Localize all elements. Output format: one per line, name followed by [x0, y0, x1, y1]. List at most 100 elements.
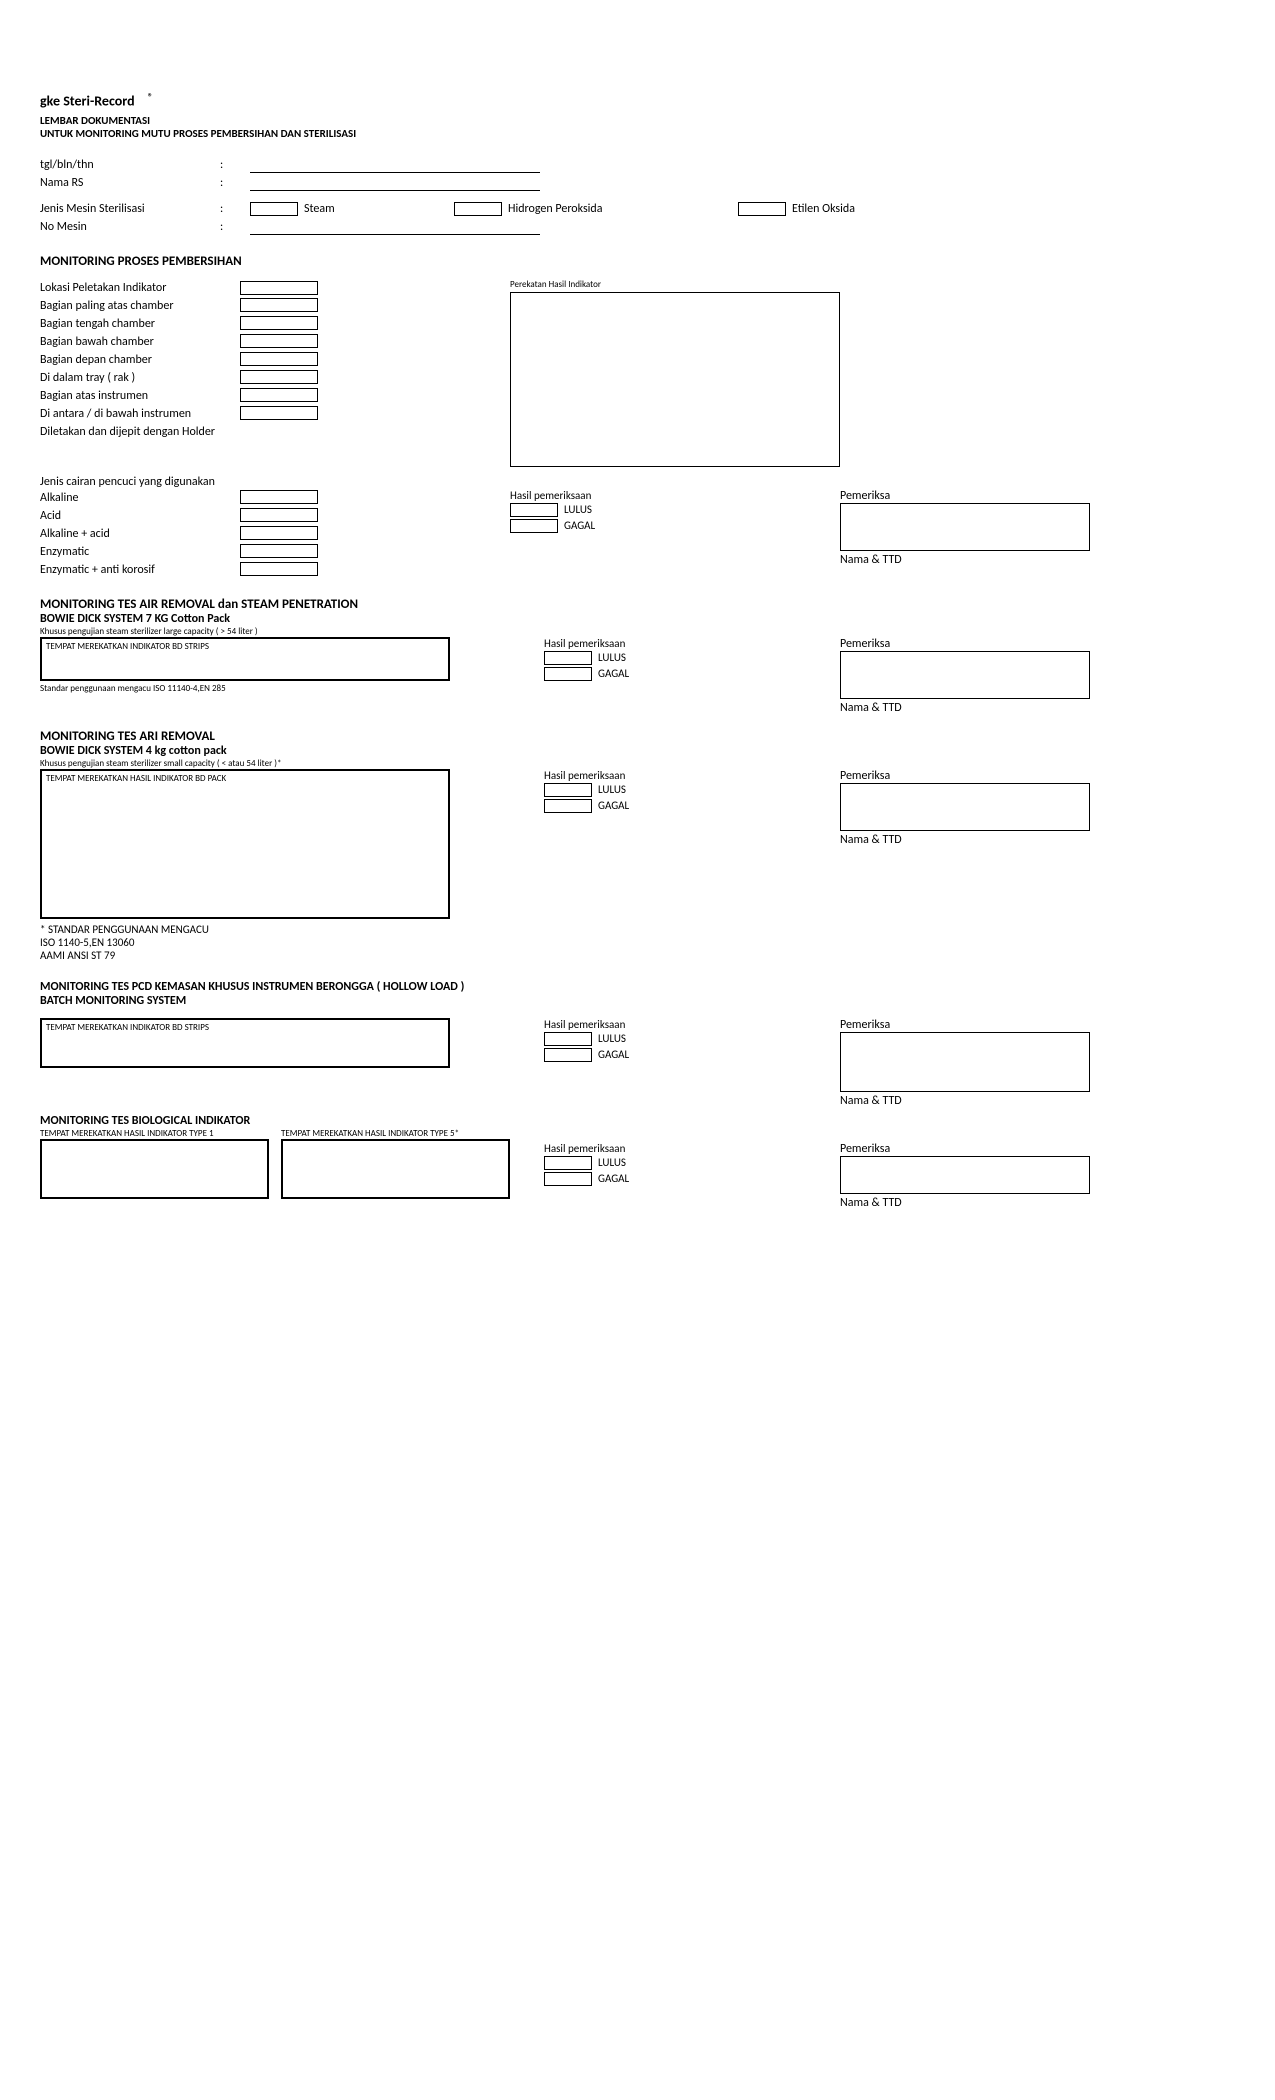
- bio-inspector: Pemeriksa: [840, 1142, 1170, 1156]
- loc-row-box[interactable]: [240, 388, 318, 402]
- bd4-fail-box[interactable]: [544, 799, 592, 813]
- brand-super: ®: [148, 90, 153, 103]
- bd4-sub: BOWIE DICK SYSTEM 4 kg cotton pack: [40, 744, 1235, 758]
- loc-row-label: Diletakan dan dijepit dengan Holder: [40, 425, 240, 439]
- loc-row-box[interactable]: [240, 406, 318, 420]
- bd4-columns: TEMPAT MEREKATKAN HASIL INDIKATOR BD PAC…: [40, 769, 1235, 962]
- fluid-row-box[interactable]: [240, 526, 318, 540]
- bd7-sub: BOWIE DICK SYSTEM 7 KG Cotton Pack: [40, 612, 1235, 626]
- bio-box2[interactable]: [281, 1139, 510, 1199]
- bd7-result-label: Hasil pemeriksaan: [544, 637, 840, 650]
- opt-eo: Etilen Oksida: [792, 202, 855, 216]
- bd7-fail: GAGAL: [598, 667, 629, 680]
- bio-title: MONITORING TES BIOLOGICAL INDIKATOR: [40, 1114, 1235, 1128]
- bio-box1-label: TEMPAT MEREKATKAN HASIL INDIKATOR TYPE 1: [40, 1128, 269, 1139]
- loc-row: Bagian bawah chamber: [40, 333, 510, 351]
- bd4-pass-row: LULUS: [544, 782, 840, 798]
- result-pass-box[interactable]: [510, 503, 558, 517]
- colon: :: [220, 202, 250, 216]
- bd4-paste-box[interactable]: TEMPAT MEREKATKAN HASIL INDIKATOR BD PAC…: [40, 769, 450, 919]
- loc-row-label: Bagian tengah chamber: [40, 317, 240, 331]
- fluid-row-box[interactable]: [240, 508, 318, 522]
- bd7-pass-row: LULUS: [544, 650, 840, 666]
- loc-row: Bagian tengah chamber: [40, 315, 510, 333]
- bd7-paste-box[interactable]: TEMPAT MEREKATKAN INDIKATOR BD STRIPS: [40, 637, 450, 681]
- fluid-row: Acid: [40, 507, 510, 525]
- bd4-title: MONITORING TES ARI REMOVAL: [40, 729, 1235, 744]
- bio-fail-box[interactable]: [544, 1172, 592, 1186]
- bd4-pass-box[interactable]: [544, 783, 592, 797]
- fluid-label: Jenis cairan pencuci yang digunakan: [40, 475, 1235, 489]
- inspector-label: Pemeriksa: [840, 489, 1170, 503]
- checkbox-steam[interactable]: [250, 202, 298, 216]
- loc-row-box[interactable]: [240, 370, 318, 384]
- date-label: tgl/bln/thn: [40, 158, 220, 172]
- bd4-result-label: Hasil pemeriksaan: [544, 769, 840, 782]
- row-machine-no: No Mesin :: [40, 218, 1235, 236]
- bd7-title: MONITORING TES AIR REMOVAL dan STEAM PEN…: [40, 597, 1235, 612]
- fluid-row: Alkaline + acid: [40, 525, 510, 543]
- pcd-namettd: Nama & TTD: [840, 1094, 1170, 1108]
- checkbox-hp[interactable]: [454, 202, 502, 216]
- opt-steam: Steam: [304, 202, 454, 216]
- loc-row-label: Bagian paling atas chamber: [40, 299, 240, 313]
- loc-row-label: Di antara / di bawah instrumen: [40, 407, 240, 421]
- fluid-row: Alkaline: [40, 489, 510, 507]
- bd4-sigbox[interactable]: [840, 783, 1090, 831]
- fluid-row-box[interactable]: [240, 490, 318, 504]
- pcd-fail-box[interactable]: [544, 1048, 592, 1062]
- loc-row-box[interactable]: [240, 316, 318, 330]
- fluid-row: Enzymatic + anti korosif: [40, 561, 510, 579]
- loc-row: Bagian depan chamber: [40, 351, 510, 369]
- bio-box1[interactable]: [40, 1139, 269, 1199]
- fluid-row-box[interactable]: [240, 562, 318, 576]
- bd7-pass-box[interactable]: [544, 651, 592, 665]
- loc-row-box[interactable]: [240, 334, 318, 348]
- result-fail-box[interactable]: [510, 519, 558, 533]
- bio-sigbox[interactable]: [840, 1156, 1090, 1194]
- loc-row-label: Di dalam tray ( rak ): [40, 371, 240, 385]
- loc-row-box[interactable]: [240, 298, 318, 312]
- date-underline[interactable]: [250, 157, 540, 173]
- fluid-row: Enzymatic: [40, 543, 510, 561]
- checkbox-eo[interactable]: [738, 202, 786, 216]
- loc-row: Di antara / di bawah instrumen: [40, 405, 510, 423]
- loc-row-box[interactable]: [240, 352, 318, 366]
- result-pass: LULUS: [564, 503, 592, 516]
- row-machine-type: Jenis Mesin Sterilisasi : Steam Hidrogen…: [40, 200, 1235, 218]
- pcd-title: MONITORING TES PCD KEMASAN KHUSUS INSTRU…: [40, 980, 1235, 994]
- paste-label: Perekatan Hasil Indikator: [510, 279, 840, 290]
- bio-pass-box[interactable]: [544, 1156, 592, 1170]
- paste-box[interactable]: [510, 292, 840, 467]
- bd7-box-hdr: TEMPAT MEREKATKAN INDIKATOR BD STRIPS: [42, 639, 448, 654]
- bd7-fail-box[interactable]: [544, 667, 592, 681]
- pcd-sigbox[interactable]: [840, 1032, 1090, 1092]
- loc-row: Diletakan dan dijepit dengan Holder: [40, 423, 510, 441]
- fluid-row-label: Alkaline: [40, 491, 240, 505]
- colon: :: [220, 158, 250, 172]
- bio-columns: TEMPAT MEREKATKAN HASIL INDIKATOR TYPE 1…: [40, 1128, 1235, 1210]
- opt-hp: Hidrogen Peroksida: [508, 202, 738, 216]
- sigbox[interactable]: [840, 503, 1090, 551]
- machine-no-underline[interactable]: [250, 219, 540, 235]
- bd4-std3: AAMI ANSI ST 79: [40, 949, 510, 962]
- pcd-paste-box[interactable]: TEMPAT MEREKATKAN INDIKATOR BD STRIPS: [40, 1018, 450, 1068]
- rs-underline[interactable]: [250, 175, 540, 191]
- bd4-std1: * STANDAR PENGGUNAAN MENGACU: [40, 923, 510, 936]
- bd7-pass: LULUS: [598, 651, 626, 664]
- loc-box[interactable]: [240, 281, 318, 295]
- bd7-inspector: Pemeriksa: [840, 637, 1170, 651]
- fluid-row-box[interactable]: [240, 544, 318, 558]
- name-ttd: Nama & TTD: [840, 553, 1170, 567]
- fluid-row-label: Alkaline + acid: [40, 527, 240, 541]
- pcd-pass-box[interactable]: [544, 1032, 592, 1046]
- pcd-pass-row: LULUS: [544, 1031, 840, 1047]
- pcd-sub: BATCH MONITORING SYSTEM: [40, 994, 1235, 1008]
- bio-namettd: Nama & TTD: [840, 1196, 1170, 1210]
- pcd-pass: LULUS: [598, 1032, 626, 1045]
- bd7-sigbox[interactable]: [840, 651, 1090, 699]
- bio-fail-row: GAGAL: [544, 1171, 840, 1187]
- loc-label-row: Lokasi Peletakan Indikator: [40, 279, 510, 297]
- bio-result-label: Hasil pemeriksaan: [544, 1142, 840, 1155]
- clean-columns: Lokasi Peletakan Indikator Bagian paling…: [40, 279, 1235, 467]
